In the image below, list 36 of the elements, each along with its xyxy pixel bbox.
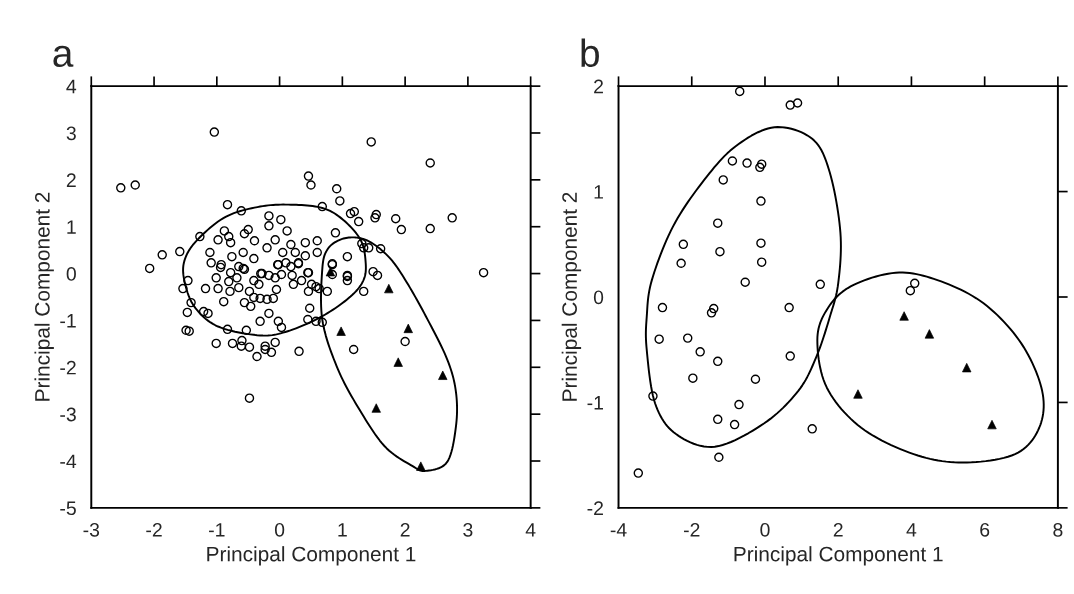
y-tick-label: 1 [594, 185, 603, 199]
y-tick-label: 4 [66, 79, 77, 94]
x-tick-label: 0 [760, 522, 770, 537]
x-tick-label: -2 [683, 522, 700, 537]
y-tick-label: -2 [60, 360, 76, 375]
x-tick-label: 3 [463, 522, 473, 537]
x-tick-label: 1 [338, 523, 347, 537]
chart-title: a [53, 45, 74, 68]
x-tick-label: 8 [1053, 522, 1063, 537]
x-tick-label: 0 [274, 522, 285, 537]
x-axis-title: Principal Component 1 [207, 546, 416, 566]
y-tick-label: -1 [60, 314, 76, 328]
x-tick-label: -3 [83, 522, 100, 537]
y-tick-label: 1 [67, 220, 76, 234]
y-tick-label: 2 [66, 173, 76, 187]
y-tick-label: 3 [66, 126, 76, 141]
x-tick-label: 4 [525, 523, 536, 537]
y-tick-label: -4 [60, 454, 77, 469]
y-axis-title: Principal Component 2 [34, 192, 54, 401]
y-axis-title: Principal Component 2 [561, 192, 582, 401]
x-tick-label: 2 [400, 522, 410, 537]
y-tick-label: 2 [594, 79, 603, 94]
x-axis-title: Principal Component 1 [734, 546, 943, 566]
y-tick-label: -5 [60, 501, 76, 516]
y-tick-label: 0 [66, 267, 76, 281]
x-tick-label: 2 [833, 522, 843, 537]
y-tick-label: -1 [587, 396, 603, 410]
chart-title: b [581, 38, 599, 68]
y-tick-label: -2 [587, 501, 603, 515]
x-tick-label: -2 [146, 522, 162, 537]
x-tick-label: 6 [980, 522, 990, 537]
y-tick-label: 0 [593, 290, 604, 305]
x-tick-label: -1 [209, 523, 225, 537]
x-tick-label: -4 [610, 523, 627, 537]
x-tick-label: 4 [906, 523, 917, 537]
y-tick-label: -3 [60, 407, 76, 422]
